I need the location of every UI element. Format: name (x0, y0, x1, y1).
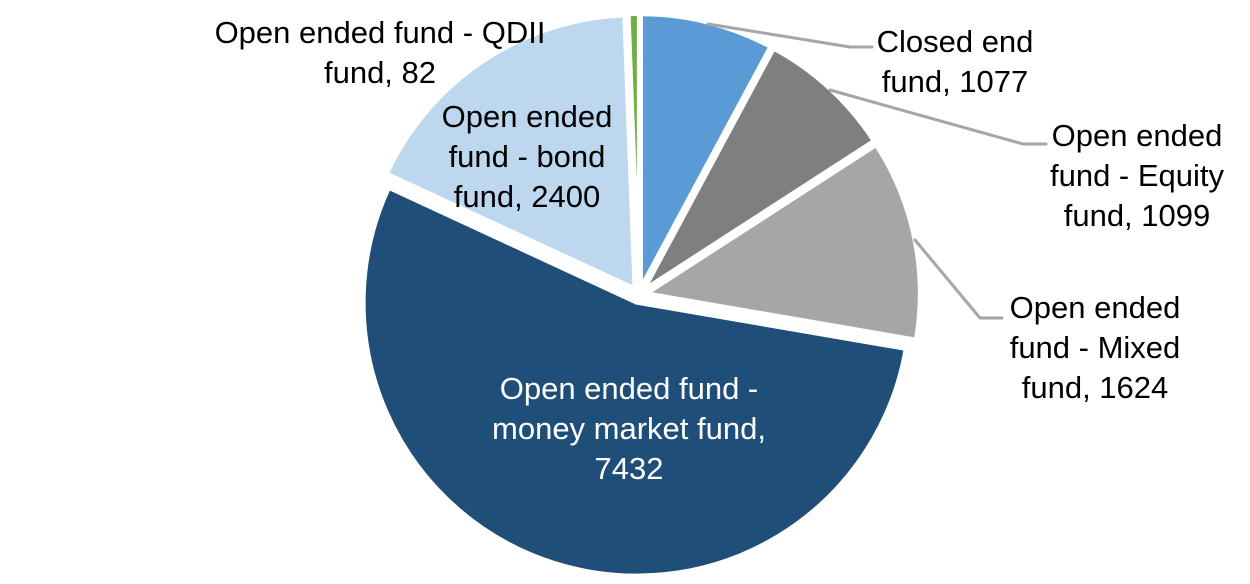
pie-slice-open-ended-fund-bond-fund (384, 13, 637, 291)
pie-slice-open-ended-fund-equity-fund (642, 46, 876, 292)
leader-line-closed-end-fund (706, 22, 874, 49)
label-qdii-fund: Open ended fund - QDII fund, 82 (215, 13, 546, 93)
label-line: fund - Equity (1049, 158, 1225, 193)
pie-slice-open-ended-fund-money-market-fund (361, 185, 908, 578)
label-line: fund - bond (448, 139, 606, 174)
label-line: fund - Mixed (1009, 330, 1181, 365)
pie-slice-closed-end-fund (638, 12, 773, 290)
label-line: 7432 (594, 451, 664, 486)
pie-slices-group (361, 11, 922, 578)
pie-slice-open-ended-fund-mixed-fund (644, 143, 922, 342)
label-line: Closed end (876, 24, 1034, 59)
leader-line-mixed-fund (913, 238, 1004, 320)
label-line: Open ended (1051, 118, 1223, 153)
label-line: fund, 2400 (453, 179, 601, 214)
label-bond-fund: Open ended fund - bond fund, 2400 (442, 97, 613, 217)
leader-line-equity-fund (828, 88, 1048, 146)
label-equity-fund: Open ended fund - Equity fund, 1099 (1050, 116, 1224, 236)
label-line: Open ended (1009, 290, 1181, 325)
leader-lines-group (706, 22, 1048, 320)
label-line: fund, 82 (323, 55, 437, 90)
label-line: Open ended fund - QDII (214, 15, 546, 50)
label-money-market-fund: Open ended fund - money market fund, 743… (492, 369, 766, 489)
label-line: Open ended fund - (499, 371, 759, 406)
label-mixed-fund: Open ended fund - Mixed fund, 1624 (1010, 288, 1181, 408)
label-closed-end-fund: Closed end fund, 1077 (877, 22, 1034, 102)
label-line: fund, 1077 (881, 64, 1029, 99)
label-line: fund, 1099 (1063, 198, 1211, 233)
pie-slice-open-ended-fund-qdii-fund (626, 11, 641, 289)
label-line: Open ended (441, 99, 613, 134)
label-line: money market fund, (492, 411, 766, 446)
label-line: fund, 1624 (1021, 370, 1169, 405)
